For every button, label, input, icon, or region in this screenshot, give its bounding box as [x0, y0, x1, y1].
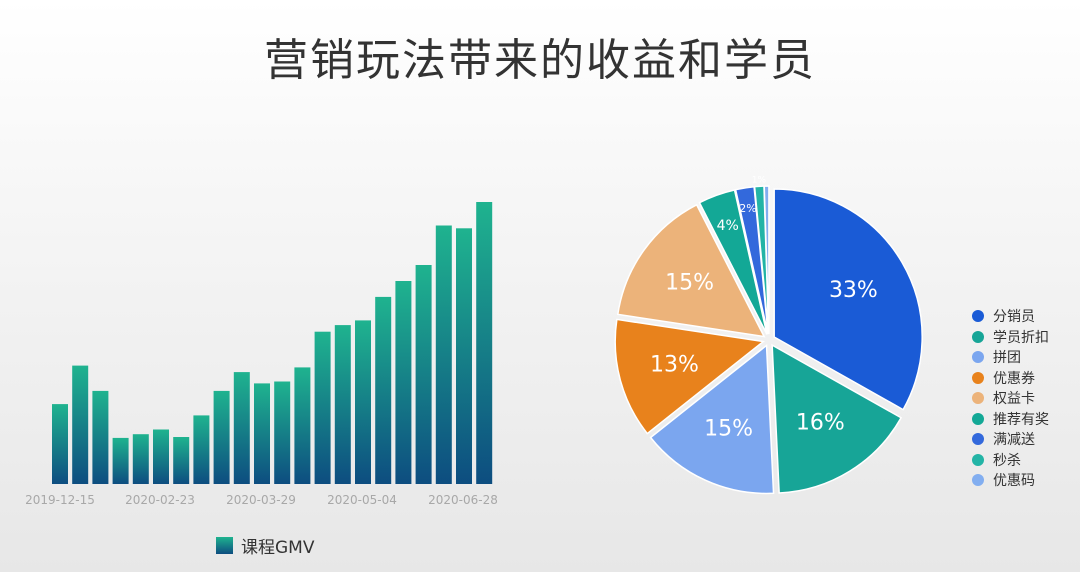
pie-slices	[614, 185, 923, 495]
pie-legend-item: 权益卡	[972, 388, 1049, 409]
pie-legend-item: 推荐有奖	[972, 409, 1049, 430]
pie-legend-dot	[972, 412, 984, 425]
bar	[435, 225, 452, 484]
pie-slice-label: 1%	[752, 175, 767, 185]
pie-legend-item: 学员折扣	[972, 327, 1049, 348]
pie-slice-label: 16%	[796, 411, 845, 436]
pie-slice-label: 13%	[650, 353, 699, 378]
x-tick-label: 2020-02-23	[125, 493, 195, 507]
bar-marks	[52, 202, 493, 484]
pie-legend-item: 秒杀	[972, 450, 1049, 471]
x-tick-label: 2019-12-15	[25, 493, 95, 507]
pie-legend-dot	[972, 453, 984, 466]
bar	[112, 437, 129, 484]
bar	[213, 390, 230, 484]
pie-slice-labels: 33% 16% 15% 13% 15% 4%2% 1%	[650, 175, 878, 441]
bar-legend: 课程GMV	[216, 533, 314, 558]
pie-legend-label: 优惠券	[993, 370, 1035, 387]
pie-legend-label: 推荐有奖	[993, 411, 1049, 428]
pie-legend-dot	[972, 392, 984, 405]
pie-legend-label: 拼团	[993, 350, 1021, 367]
bar-chart: 2019-12-15 2020-02-23 2020-03-29 2020-05-04…	[25, 202, 498, 507]
bar	[476, 202, 493, 484]
pie-slice-label: 2%	[739, 202, 756, 215]
pie-slice	[773, 188, 923, 411]
pie-slice	[616, 203, 766, 338]
bar	[72, 365, 89, 484]
bar	[294, 367, 311, 484]
pie-legend-dot	[972, 351, 984, 364]
pie-legend-item: 分销员	[972, 306, 1049, 327]
bar	[173, 437, 190, 484]
bar	[415, 265, 432, 484]
pie-legend-label: 优惠码	[993, 473, 1035, 490]
x-tick-label: 2020-05-04	[327, 493, 397, 507]
pie-legend-item: 满减送	[972, 429, 1049, 450]
pie-legend-dot	[972, 433, 984, 446]
pie-slice	[649, 343, 775, 495]
pie-legend-dot	[972, 330, 984, 343]
pie-legend-dot	[972, 474, 984, 487]
pie-legend-item: 优惠码	[972, 470, 1049, 491]
pie-chart: 33% 16% 15% 13% 15% 4%2% 1%	[614, 175, 923, 495]
pie-slice	[614, 318, 766, 435]
pie-legend-label: 秒杀	[993, 452, 1021, 469]
pie-slice-label: 33%	[829, 278, 878, 303]
legend-label: 课程GMV	[241, 538, 315, 558]
bar	[274, 381, 291, 484]
x-axis-tick-labels: 2019-12-15 2020-02-23 2020-03-29 2020-05-04…	[25, 493, 498, 507]
legend-swatch	[216, 537, 233, 554]
bar	[193, 415, 210, 484]
bar	[254, 383, 270, 484]
pie-slice-label: 15%	[665, 270, 714, 295]
bar	[395, 281, 412, 484]
bar	[355, 320, 371, 484]
pie-slice	[763, 185, 770, 335]
pie-legend-label: 权益卡	[993, 391, 1035, 408]
pie-slice	[771, 343, 903, 494]
x-tick-label: 2020-06-28	[428, 493, 498, 507]
pie-legend-dot	[972, 310, 984, 323]
pie-slice	[698, 189, 768, 335]
pie-legend-item: 优惠券	[972, 368, 1049, 389]
pie-legend-label: 学员折扣	[993, 329, 1049, 346]
bar	[132, 434, 149, 484]
pie-legend-label: 分销员	[993, 309, 1035, 326]
pie-legend-dot	[972, 371, 984, 384]
bar	[314, 331, 331, 484]
bar	[456, 228, 472, 484]
bar	[334, 325, 351, 484]
pie-legend-item: 拼团	[972, 347, 1049, 368]
bar	[52, 404, 68, 484]
bar	[375, 296, 392, 484]
pie-legend: 分销员学员折扣拼团优惠券权益卡推荐有奖满减送秒杀优惠码	[972, 306, 1049, 491]
pie-legend-label: 满减送	[993, 432, 1035, 449]
pie-slice-label: 4%	[717, 218, 739, 234]
pie-slice-label: 15%	[704, 417, 753, 442]
page-title: 营销玩法带来的收益和学员	[264, 35, 816, 86]
x-tick-label: 2020-03-29	[226, 493, 296, 507]
bar	[153, 429, 169, 484]
bar	[92, 390, 109, 484]
bar	[233, 372, 250, 484]
